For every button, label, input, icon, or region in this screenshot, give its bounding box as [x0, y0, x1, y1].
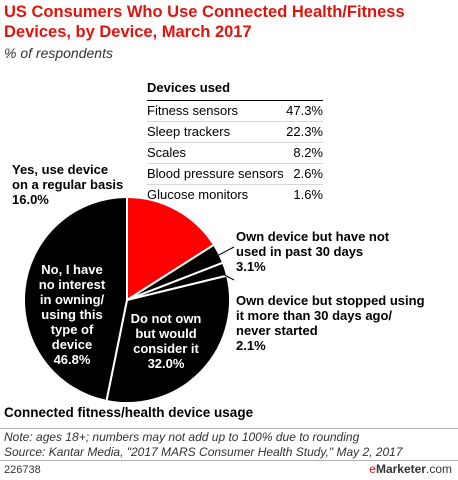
chart-title: US Consumers Who Use Connected Health/Fi…	[4, 3, 405, 41]
divider	[0, 428, 458, 429]
row-label: Scales	[147, 145, 187, 160]
row-value: 47.3%	[286, 103, 323, 118]
row-label: Fitness sensors	[147, 103, 239, 118]
table-row: Scales 8.2%	[147, 143, 323, 164]
table-row: Fitness sensors 47.3%	[147, 101, 323, 122]
pie-slice	[105, 274, 231, 404]
label-stopped-value: 2.1%	[236, 338, 266, 353]
label-no-interest-line1: No, I have	[41, 262, 103, 277]
table-row: Glucose monitors 1.6%	[147, 185, 323, 205]
label-no-interest: No, I have no interest in owning/ using …	[32, 262, 112, 367]
label-consider-line2: but would	[135, 326, 197, 341]
row-value: 8.2%	[293, 145, 323, 160]
row-value: 1.6%	[293, 187, 323, 202]
label-regular-line2: on a regular basis	[12, 177, 124, 192]
brand-prefix: e	[369, 462, 376, 476]
pie-slice	[126, 195, 216, 302]
label-no-interest-line2: no interest	[38, 277, 106, 292]
label-not-used: Own device but have not used in past 30 …	[236, 229, 389, 274]
note-text: Note: ages 18+; numbers may not add up t…	[4, 430, 360, 444]
label-no-interest-value: 46.8%	[53, 352, 91, 367]
row-value: 22.3%	[286, 124, 323, 139]
table-row: Sleep trackers 22.3%	[147, 122, 323, 143]
row-label: Sleep trackers	[147, 124, 231, 139]
label-no-interest-line5: type of	[50, 322, 94, 337]
label-not-used-line2: used in past 30 days	[236, 244, 364, 259]
chart-subtitle: % of respondents	[4, 45, 113, 61]
table-header: Devices used	[147, 78, 323, 101]
row-label: Glucose monitors	[147, 187, 249, 202]
label-not-used-line1: Own device but have not	[236, 229, 390, 244]
label-regular: Yes, use device on a regular basis 16.0%	[12, 162, 123, 207]
devices-table: Devices used Fitness sensors 47.3% Sleep …	[147, 78, 323, 205]
label-consider-value: 32.0%	[147, 356, 185, 371]
source-text: Source: Kantar Media, "2017 MARS Consume…	[4, 445, 403, 459]
table-row: Blood pressure sensors 2.6%	[147, 164, 323, 185]
label-consider-line3: consider it	[133, 341, 199, 356]
chart-id: 226738	[4, 464, 41, 476]
label-no-interest-line6: device	[51, 337, 93, 352]
brand-logo[interactable]: eMarketer.com	[369, 462, 452, 476]
label-regular-line1: Yes, use device	[12, 162, 109, 177]
label-stopped: Own device but stopped using it more tha…	[236, 293, 425, 353]
label-consider: Do not own but would consider it 32.0%	[126, 311, 206, 371]
label-stopped-line1: Own device but stopped using	[236, 293, 425, 308]
label-no-interest-line4: using this	[41, 307, 103, 322]
label-not-used-value: 3.1%	[236, 259, 266, 274]
brand-suffix: .com	[425, 462, 452, 476]
chart-label: Connected fitness/health device usage	[4, 405, 254, 420]
label-stopped-line2: it more than 30 days ago/	[236, 308, 393, 323]
leader-line-not-used	[212, 246, 235, 259]
pie-slice	[23, 195, 128, 403]
row-label: Blood pressure sensors	[147, 166, 284, 181]
row-value: 2.6%	[293, 166, 323, 181]
leader-line-stopped	[216, 270, 235, 281]
label-no-interest-line3: in owning/	[39, 292, 105, 307]
label-consider-line1: Do not own	[130, 311, 202, 326]
label-regular-value: 16.0%	[12, 192, 49, 207]
label-stopped-line3: never started	[236, 323, 318, 338]
divider	[0, 460, 458, 461]
brand-name: Marketer	[375, 462, 426, 476]
